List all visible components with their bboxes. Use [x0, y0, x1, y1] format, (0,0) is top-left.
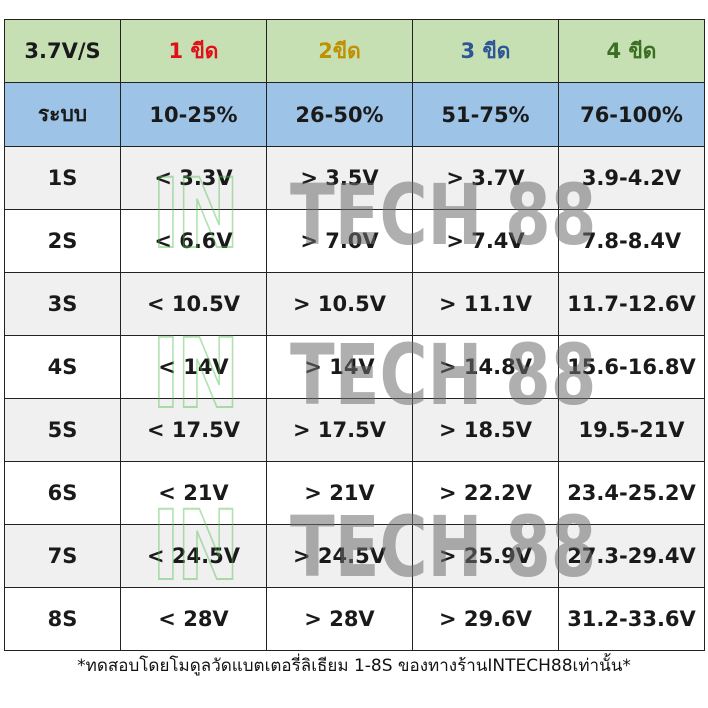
value-cell: 11.7-12.6V — [558, 272, 705, 336]
level-1-bar: 1 ขีด — [120, 19, 267, 83]
range-1: 10-25% — [120, 82, 267, 147]
level-3-bar: 3 ขีด — [412, 19, 559, 83]
value-cell: > 10.5V — [266, 272, 413, 336]
value-cell: > 21V — [266, 461, 413, 525]
table-row: 7S < 24.5V > 24.5V > 25.9V 27.3-29.4V — [4, 524, 705, 588]
value-cell: > 18.5V — [412, 398, 559, 462]
system-cell: 2S — [4, 209, 121, 273]
header-row: 3.7V/S 1 ขีด 2ขีด 3 ขีด 4 ขีด — [4, 19, 705, 83]
value-cell: 15.6-16.8V — [558, 335, 705, 399]
corner-label: 3.7V/S — [4, 19, 121, 83]
system-cell: 7S — [4, 524, 121, 588]
system-cell: 3S — [4, 272, 121, 336]
value-cell: 3.9-4.2V — [558, 146, 705, 210]
value-cell: > 7.0V — [266, 209, 413, 273]
value-cell: > 11.1V — [412, 272, 559, 336]
table-row: 8S < 28V > 28V > 29.6V 31.2-33.6V — [4, 587, 705, 651]
system-cell: 6S — [4, 461, 121, 525]
value-cell: > 17.5V — [266, 398, 413, 462]
table-row: 4S < 14V > 14V > 14.8V 15.6-16.8V — [4, 335, 705, 399]
system-cell: 5S — [4, 398, 121, 462]
system-cell: 8S — [4, 587, 121, 651]
value-cell: < 6.6V — [120, 209, 267, 273]
value-cell: < 3.3V — [120, 146, 267, 210]
value-cell: 27.3-29.4V — [558, 524, 705, 588]
value-cell: > 3.7V — [412, 146, 559, 210]
value-cell: 23.4-25.2V — [558, 461, 705, 525]
footnote: *ทดสอบโดยโมดูลวัดแบตเตอรี่ลิเธียม 1-8S ข… — [77, 656, 631, 676]
system-label: ระบบ — [4, 82, 121, 147]
value-cell: 7.8-8.4V — [558, 209, 705, 273]
value-cell: < 28V — [120, 587, 267, 651]
value-cell: > 22.2V — [412, 461, 559, 525]
table-row: 2S < 6.6V > 7.0V > 7.4V 7.8-8.4V — [4, 209, 705, 273]
value-cell: > 25.9V — [412, 524, 559, 588]
system-cell: 1S — [4, 146, 121, 210]
value-cell: > 14V — [266, 335, 413, 399]
value-cell: < 14V — [120, 335, 267, 399]
value-cell: > 28V — [266, 587, 413, 651]
value-cell: > 3.5V — [266, 146, 413, 210]
value-cell: < 24.5V — [120, 524, 267, 588]
range-3: 51-75% — [412, 82, 559, 147]
level-4-bar: 4 ขีด — [558, 19, 705, 83]
value-cell: < 10.5V — [120, 272, 267, 336]
table-row: 3S < 10.5V > 10.5V > 11.1V 11.7-12.6V — [4, 272, 705, 336]
value-cell: < 17.5V — [120, 398, 267, 462]
value-cell: 19.5-21V — [558, 398, 705, 462]
range-4: 76-100% — [558, 82, 705, 147]
range-2: 26-50% — [266, 82, 413, 147]
value-cell: < 21V — [120, 461, 267, 525]
value-cell: 31.2-33.6V — [558, 587, 705, 651]
system-cell: 4S — [4, 335, 121, 399]
percent-row: ระบบ 10-25% 26-50% 51-75% 76-100% — [4, 82, 705, 147]
value-cell: > 24.5V — [266, 524, 413, 588]
battery-voltage-table: 3.7V/S 1 ขีด 2ขีด 3 ขีด 4 ขีด ระบบ 10-25… — [4, 19, 705, 651]
level-2-bar: 2ขีด — [266, 19, 413, 83]
value-cell: > 7.4V — [412, 209, 559, 273]
table-row: 5S < 17.5V > 17.5V > 18.5V 19.5-21V — [4, 398, 705, 462]
table-row: 6S < 21V > 21V > 22.2V 23.4-25.2V — [4, 461, 705, 525]
table-row: 1S < 3.3V > 3.5V > 3.7V 3.9-4.2V — [4, 146, 705, 210]
value-cell: > 14.8V — [412, 335, 559, 399]
value-cell: > 29.6V — [412, 587, 559, 651]
